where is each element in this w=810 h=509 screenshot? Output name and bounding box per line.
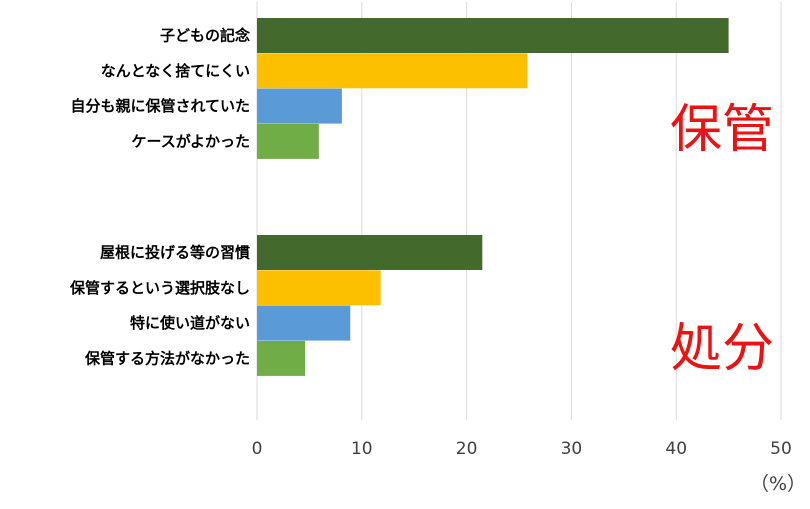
- category-label: 屋根に投げる等の習慣: [100, 244, 250, 262]
- x-tick-label: 20: [456, 439, 478, 459]
- x-unit-label: （%）: [750, 473, 806, 495]
- category-label: なんとなく捨てにくい: [101, 62, 250, 80]
- category-label: 子どもの記念: [160, 27, 250, 45]
- category-label: 保管するという選択肢なし: [69, 279, 250, 297]
- category-label: 自分も親に保管されていた: [70, 97, 250, 115]
- x-tick-label: 40: [665, 439, 687, 459]
- bar: [257, 123, 319, 159]
- category-labels: 子どもの記念なんとなく捨てにくい自分も親に保管されていたケースがよかった屋根に投…: [69, 27, 250, 368]
- bar: [257, 305, 351, 341]
- bar: [257, 235, 483, 270]
- x-tick-labels: 0 10 20 30 40 50: [252, 439, 792, 459]
- bar: [257, 270, 381, 306]
- x-tick-label: 30: [561, 439, 583, 459]
- bar: [257, 53, 528, 89]
- x-tick-label: 0: [252, 439, 263, 459]
- group-label: 処分: [670, 319, 774, 379]
- category-label: ケースがよかった: [131, 132, 250, 150]
- bars: [257, 18, 729, 376]
- bar: [257, 340, 306, 376]
- x-tick-label: 10: [351, 439, 373, 459]
- category-label: 特に使い道がない: [130, 314, 250, 332]
- bar: [257, 88, 342, 124]
- category-label: 保管する方法がなかった: [84, 349, 250, 367]
- x-tick-label: 50: [770, 439, 792, 459]
- group-label: 保管: [670, 100, 774, 160]
- bar: [257, 18, 729, 53]
